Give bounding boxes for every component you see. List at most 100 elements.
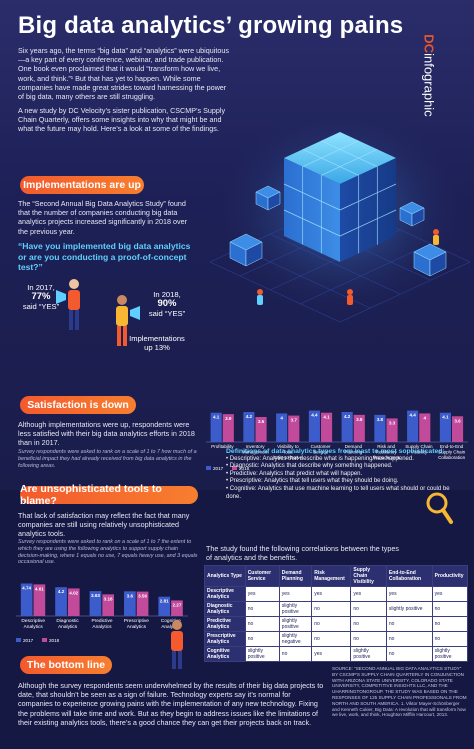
bar-2018 — [222, 414, 234, 442]
bar-2018 — [255, 417, 267, 442]
table-cell: slightly positive — [350, 646, 387, 662]
tick-label: Analytics — [58, 624, 78, 630]
bar-2017 — [20, 583, 33, 616]
table-cell: slightly positive — [278, 616, 313, 632]
table-cell: Diagnostic Analytics — [204, 601, 246, 617]
table-cell: yes — [278, 586, 313, 602]
stat-2018-pct: 90% — [157, 298, 177, 310]
source-note: SOURCE: “SECOND ANNUAL BIG DATA ANALYTIC… — [332, 666, 467, 718]
bar-2018 — [353, 414, 365, 442]
data-label: 3.56 — [138, 594, 147, 599]
definitions-box: Definitions of data analytics types from… — [226, 448, 462, 501]
unsophisticated-text: That lack of satisfaction may reflect th… — [18, 511, 190, 539]
bar-2017 — [89, 591, 102, 616]
data-label: 4 — [424, 415, 427, 420]
implementations-text: The “Second Annual Big Data Analytics St… — [18, 199, 187, 236]
data-label: 4.1 — [442, 415, 449, 420]
table-header-cell: Risk Management — [311, 565, 352, 587]
tick-label: Resiliency — [376, 450, 398, 455]
table-cell: slightly negative — [278, 631, 313, 647]
table-header-cell: Productivity — [431, 565, 469, 587]
data-label: 3.16 — [104, 596, 113, 601]
tick-label: Analytics — [161, 624, 181, 630]
magnifier-icon — [426, 492, 453, 524]
bar-2018 — [67, 588, 80, 616]
legend-label: 2018 — [49, 638, 60, 643]
stat-2017-year: In 2017, — [27, 283, 55, 292]
tick-label: Diagnostic — [56, 618, 79, 624]
table-cell: yes — [350, 586, 387, 602]
data-label: 4.2 — [58, 589, 65, 594]
data-label: 4.2 — [344, 414, 351, 419]
table-cell: no — [385, 631, 433, 647]
table-cell: yes — [311, 586, 352, 602]
tick-label: Cognitive — [161, 618, 181, 624]
tick-label: Demand — [345, 444, 363, 449]
definition-predictive: • Predictive: Analytics that predict wha… — [226, 470, 363, 477]
data-label: 4.1 — [213, 415, 220, 420]
tick-label: Analytics — [24, 624, 44, 630]
data-label: 3.5 — [258, 419, 265, 424]
bar-2018 — [136, 591, 149, 616]
tick-label: Planning — [344, 450, 362, 455]
table-cell: slightly positive — [244, 646, 280, 662]
bar-2018 — [102, 594, 115, 616]
table-header-cell: Analytics Type — [204, 565, 246, 587]
tick-label: Supply Chain — [405, 444, 433, 449]
definition-prescriptive: • Prescriptive: Analytics that tell user… — [226, 478, 399, 485]
table-cell: Predictive Analytics — [204, 616, 246, 632]
table-cell: no — [278, 646, 313, 662]
table-header-cell: Supply Chain Visibility — [350, 565, 387, 587]
table-cell: no — [350, 601, 387, 617]
tick-label: Management — [242, 450, 270, 455]
table-cell: yes — [311, 646, 352, 662]
bar-2018 — [419, 413, 431, 442]
stat-2017: In 2017, 77% said “YES” — [16, 283, 66, 311]
bottom-line-text: Although the survey respondents seem und… — [18, 681, 324, 727]
tick-label: Descriptive — [21, 618, 45, 624]
data-label: 4.02 — [69, 590, 78, 595]
bar-2018 — [171, 600, 183, 616]
tick-label: Cost-to-Serve — [274, 455, 303, 460]
intro-paragraph-2: A new study by DC Velocity’s sister publ… — [18, 106, 226, 134]
stat-2018-year: In 2018, — [153, 290, 181, 299]
megaphone-figure-2017 — [56, 279, 80, 330]
person-figure — [171, 620, 183, 669]
data-label: 3.8 — [356, 417, 363, 422]
satisfaction-text: Although implementations were up, respon… — [18, 420, 195, 448]
tick-label: Supply Chain — [438, 450, 466, 455]
table-cell: yes — [431, 586, 469, 602]
correlation-text: The study found the following correlatio… — [206, 544, 399, 563]
table-cell: no — [311, 601, 352, 617]
data-label: 4 — [280, 415, 283, 420]
data-label: 3.8 — [377, 417, 384, 422]
definition-descriptive: • Descriptive: Analytics that describe w… — [226, 455, 414, 462]
table-cell: no — [350, 616, 387, 632]
tick-label: Inventory — [246, 444, 266, 449]
bar-2017 — [308, 410, 320, 442]
tick-label: Predictive — [91, 618, 112, 624]
data-label: 4.2 — [246, 414, 253, 419]
stat-2017-pct: 77% — [31, 291, 51, 303]
table-row: Descriptive Analytics yes yes yes yes ye… — [204, 586, 469, 602]
tick-label: Visibility to — [277, 444, 299, 449]
bar-2018 — [288, 415, 300, 442]
table-cell: no — [244, 616, 280, 632]
table-cell: no — [311, 616, 352, 632]
table-cell: yes — [385, 586, 433, 602]
data-cube-illustration — [209, 102, 471, 323]
legend-label: 2017 — [23, 638, 34, 643]
satisfaction-note: Survey respondents were asked to rank on… — [18, 449, 197, 469]
table-header-row: Analytics Type Customer Service Demand P… — [204, 565, 469, 587]
legend-swatch-2018 — [42, 638, 47, 642]
definitions-header: Definitions of data analytics types from… — [226, 448, 445, 455]
tick-label: End-to-End — [440, 444, 464, 449]
table-cell: no — [350, 631, 387, 647]
data-label: 4.61 — [35, 586, 44, 591]
data-label: 2.27 — [172, 602, 181, 607]
table-cell: no — [431, 616, 469, 632]
section-unsophisticated: Are unsophisticated tools to blame? — [20, 483, 198, 507]
table-cell: no — [431, 631, 469, 647]
table-cell: Cognitive Analytics — [204, 646, 246, 662]
bar-2017 — [158, 596, 171, 616]
